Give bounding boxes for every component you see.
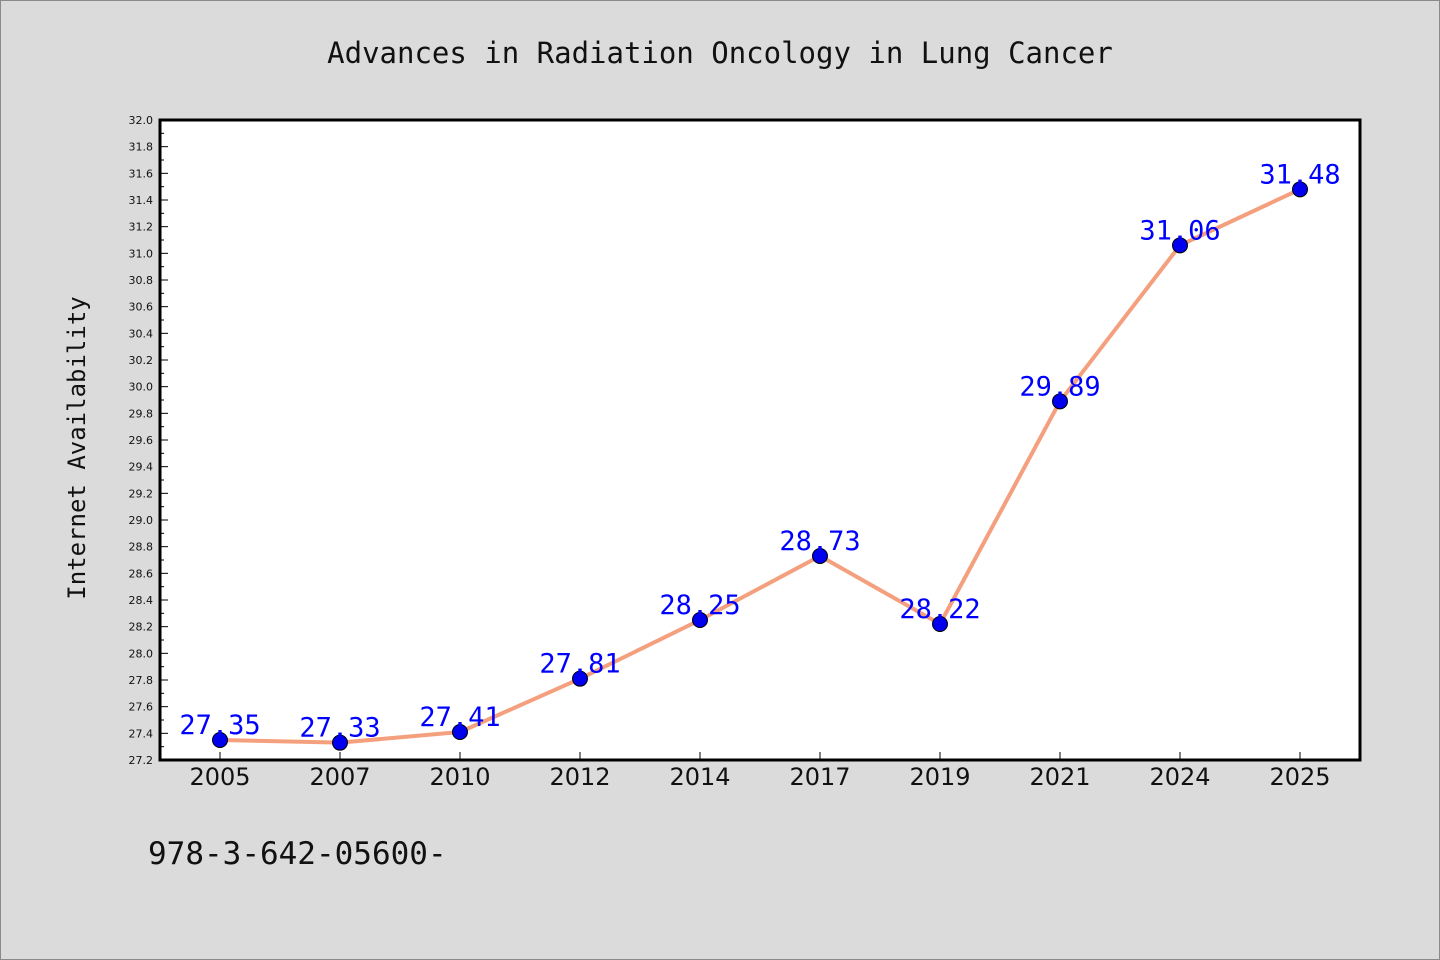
y-tick-label: 31.2	[129, 221, 154, 234]
x-tick-label: 2010	[429, 763, 490, 791]
x-tick-label: 2007	[309, 763, 370, 791]
data-point	[1292, 181, 1308, 198]
x-tick-label: 2019	[909, 763, 970, 791]
y-tick-label: 31.8	[129, 141, 154, 154]
y-tick-label: 28.8	[129, 541, 154, 554]
x-tick-label: 2024	[1149, 763, 1210, 791]
y-tick-label: 31.0	[129, 247, 154, 260]
y-tick-label: 29.0	[129, 514, 154, 527]
plot-area	[158, 118, 1362, 762]
x-tick-label: 2021	[1029, 763, 1090, 791]
data-point	[212, 732, 228, 748]
data-point	[572, 670, 588, 687]
y-tick-label: 29.2	[129, 487, 154, 500]
chart-title: Advances in Radiation Oncology in Lung C…	[327, 36, 1113, 70]
y-tick-label: 30.0	[129, 381, 154, 394]
x-tick-label: 2012	[549, 763, 610, 791]
data-point	[812, 548, 828, 564]
data-label: 28.25	[659, 590, 740, 621]
y-tick-label: 27.4	[129, 727, 154, 740]
y-tick-label: 27.8	[129, 674, 154, 687]
data-label: 31.48	[1259, 159, 1340, 190]
y-tick-label: 30.8	[129, 274, 154, 287]
y-tick-label: 28.6	[129, 567, 154, 580]
isbn-text: 978-3-642-05600-	[148, 836, 447, 872]
y-tick-label: 28.0	[129, 647, 154, 660]
y-tick-label: 29.6	[129, 434, 154, 447]
data-point	[932, 616, 948, 632]
data-label-layer: 27.35 27.33 27.41 27.81 28.25 28.73 28.22 29.89…	[179, 159, 1340, 743]
data-point	[1172, 237, 1188, 254]
y-tick-label: 29.8	[129, 407, 154, 420]
data-point	[452, 724, 468, 740]
y-tick-label: 29.4	[129, 461, 154, 474]
y-tick-label: 31.4	[129, 194, 154, 207]
data-label: 27.33	[299, 713, 380, 744]
data-point	[692, 612, 708, 628]
data-label: 31.06	[1139, 215, 1220, 246]
y-axis: 27.2 27.4 27.6 27.8 28.0 28.2 28.4 28.6 28.8 29.0…	[129, 114, 168, 767]
x-tick-label: 2014	[669, 763, 730, 791]
y-tick-label: 28.2	[129, 621, 154, 634]
y-tick-label: 31.6	[129, 167, 154, 180]
y-tick-label: 32.0	[129, 114, 154, 127]
data-label: 29.89	[1019, 371, 1100, 402]
y-tick-label: 27.2	[129, 754, 154, 767]
series-layer	[212, 181, 1308, 751]
data-point	[1052, 393, 1068, 410]
x-axis: 2005 2007 2010 2012 2014 2017 2019 2021 2024 2025	[189, 752, 1331, 791]
data-label: 27.35	[179, 710, 260, 741]
y-tick-label: 30.4	[129, 327, 154, 340]
y-tick-label: 30.2	[129, 354, 154, 367]
y-axis-label: Internet Availability	[63, 296, 91, 599]
y-tick-label: 30.6	[129, 301, 154, 314]
data-label: 27.41	[419, 702, 500, 733]
x-tick-label: 2005	[189, 763, 250, 791]
series-line	[218, 187, 1302, 745]
data-label: 28.73	[779, 526, 860, 557]
data-point	[332, 734, 348, 751]
x-tick-label: 2017	[789, 763, 850, 791]
data-label: 28.22	[899, 594, 980, 625]
data-label: 27.81	[539, 649, 620, 680]
y-tick-label: 28.4	[129, 594, 154, 607]
y-tick-label: 27.6	[129, 701, 154, 714]
x-tick-label: 2025	[1269, 763, 1330, 791]
